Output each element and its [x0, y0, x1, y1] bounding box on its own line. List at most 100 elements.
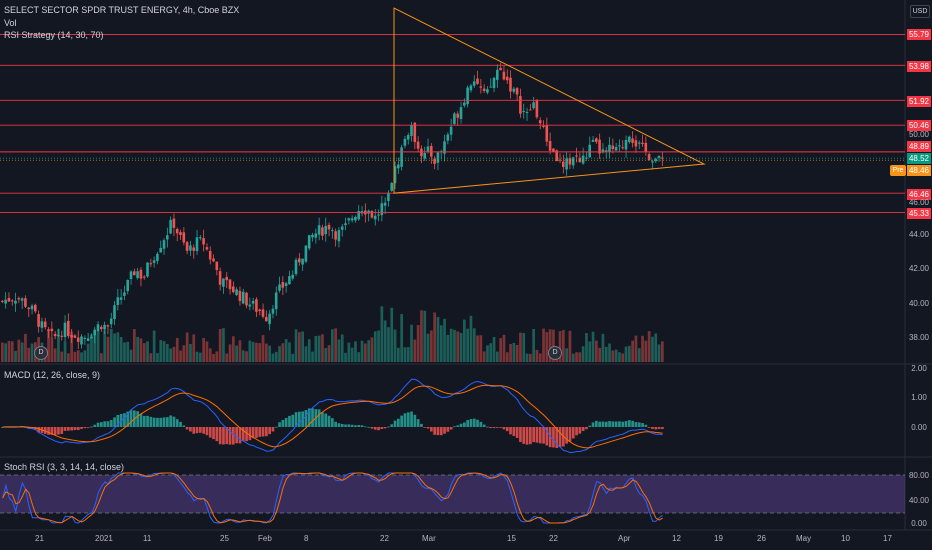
macd-histogram-bar: [621, 421, 625, 427]
macd-histogram-bar: [571, 427, 575, 439]
macd-histogram-bar: [482, 424, 486, 427]
candle-body: [499, 67, 502, 71]
time-axis-label: 26: [757, 534, 766, 543]
currency-button[interactable]: USD: [910, 5, 930, 18]
candle-body: [225, 276, 228, 281]
stoch-rsi-legend[interactable]: Stoch RSI (3, 3, 14, 14, close): [4, 462, 125, 472]
candle-body: [76, 337, 80, 342]
candle-body: [519, 95, 522, 114]
macd-legend[interactable]: MACD (12, 26, close, 9): [4, 370, 101, 380]
candle-body: [532, 102, 535, 109]
macd-histogram-bar: [265, 427, 268, 437]
candle-body: [126, 279, 129, 292]
candle-body: [228, 279, 232, 290]
macd-histogram-bar: [288, 415, 291, 427]
candle-body: [195, 237, 199, 252]
volume-bar: [463, 319, 466, 362]
macd-histogram-bar: [50, 427, 54, 435]
time-axis-label: Mar: [422, 534, 436, 543]
candle-body: [588, 144, 591, 158]
macd-histogram-bar: [466, 420, 469, 427]
candle-body: [96, 324, 100, 332]
macd-histogram-bar: [109, 420, 113, 427]
candle-body: [57, 334, 60, 336]
candle-body: [525, 112, 529, 114]
pre-market-label: Pre: [890, 165, 906, 176]
candle-body: [453, 113, 456, 124]
candle-body: [350, 218, 354, 221]
macd-histogram-bar: [136, 411, 139, 427]
macd-histogram-bar: [383, 427, 387, 429]
candle-body: [113, 305, 116, 320]
candle-body: [601, 149, 605, 153]
candle-body: [505, 76, 509, 81]
candle-body: [522, 110, 525, 112]
volume-bar: [90, 334, 93, 362]
candle-body: [142, 276, 146, 278]
pre-market-price-tag: 48.46: [907, 165, 931, 176]
price-level-tag: 46.46: [907, 189, 931, 200]
macd-histogram-bar: [202, 427, 205, 434]
macd-histogram-bar: [334, 421, 337, 427]
macd-histogram-bar: [479, 421, 483, 427]
volume-bar: [634, 335, 638, 362]
volume-bar: [47, 331, 50, 362]
volume-bar: [604, 346, 608, 362]
candle-body: [63, 322, 67, 338]
stoch-d-line: [2, 472, 663, 524]
volume-bar: [393, 329, 397, 362]
symbol-title[interactable]: SELECT SECTOR SPDR TRUST ENERGY, 4h, Cbo…: [4, 5, 240, 15]
macd-histogram-bar: [268, 427, 271, 435]
volume-bar: [383, 320, 387, 362]
volume-bar: [123, 342, 126, 362]
candle-body: [515, 88, 519, 95]
volume-bar: [575, 352, 578, 362]
macd-histogram-bar: [245, 427, 248, 442]
macd-histogram-bar: [43, 427, 47, 434]
macd-histogram-bar: [631, 420, 634, 427]
volume-bar: [598, 347, 601, 362]
candle-body: [136, 271, 139, 278]
macd-histogram-bar: [96, 422, 100, 427]
time-axis-label: 21: [35, 534, 44, 543]
macd-histogram-bar: [436, 427, 440, 436]
price-axis-label: 50.00: [908, 130, 930, 139]
volume-bar: [83, 350, 87, 362]
dividend-icon[interactable]: D: [548, 346, 562, 360]
volume-bar: [284, 339, 288, 362]
candle-body: [552, 148, 555, 152]
volume-bar: [192, 334, 196, 362]
macd-histogram-bar: [76, 427, 80, 431]
candle-body: [406, 135, 410, 140]
volume-bar: [205, 341, 209, 362]
volume-bar: [430, 330, 433, 362]
macd-histogram-bar: [152, 417, 156, 427]
macd-histogram-bar: [614, 421, 618, 427]
volume-bar: [86, 343, 90, 362]
volume-bar: [657, 344, 661, 362]
candle-body: [50, 328, 54, 332]
macd-histogram-bar: [367, 426, 370, 428]
candle-body: [390, 183, 393, 191]
candle-body: [238, 290, 242, 302]
dividend-icon[interactable]: D: [34, 346, 48, 360]
macd-histogram-bar: [522, 427, 526, 444]
macd-histogram-bar: [403, 413, 407, 427]
stoch-axis-label: 80.00: [908, 471, 930, 480]
volume-bar: [459, 332, 463, 362]
macd-histogram-bar: [489, 427, 493, 429]
macd-histogram-bar: [235, 427, 238, 444]
volume-bar: [413, 339, 417, 362]
volume-legend[interactable]: Vol: [4, 18, 17, 28]
macd-histogram-bar: [552, 427, 555, 448]
volume-bar: [608, 343, 611, 362]
volume-bar: [76, 350, 80, 362]
strategy-legend[interactable]: RSI Strategy (14, 30, 70): [4, 30, 104, 40]
candle-body: [512, 88, 516, 92]
macd-histogram-bar: [53, 427, 57, 436]
candle-body: [575, 155, 578, 157]
candle-body: [301, 258, 304, 265]
volume-bar: [218, 329, 222, 362]
